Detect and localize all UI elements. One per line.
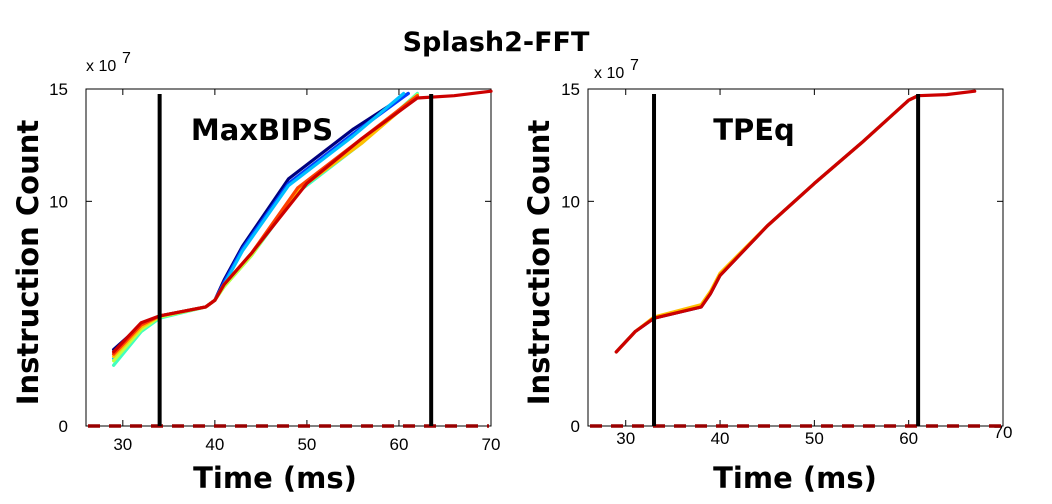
- series-line: [112, 89, 493, 354]
- y-tick-label: 15: [561, 80, 580, 99]
- axes-box: [85, 88, 492, 427]
- panel-maxbips: 0 10 15 30 40 50 60 70 x 10 7 MaxBIPS Time (ms) Inst…: [11, 50, 500, 495]
- x-tick-label: 70: [482, 435, 501, 454]
- chart-title: Splash2-FFT: [403, 27, 590, 58]
- panel-annotation: TPEq: [713, 113, 795, 147]
- x-tick-label: 50: [805, 429, 824, 448]
- y-multiplier-exponent: 7: [630, 57, 639, 74]
- y-tick-label: 10: [561, 192, 580, 211]
- x-tick-label: 60: [389, 435, 408, 454]
- panel-annotation: MaxBIPS: [191, 113, 333, 147]
- x-tick-label: 30: [616, 429, 635, 448]
- y-tick-label: 0: [571, 417, 580, 436]
- x-axis-label: Time (ms): [193, 461, 357, 495]
- y-multiplier: x 10: [86, 58, 116, 75]
- y-multiplier: x 10: [594, 65, 624, 82]
- x-tick-label: 40: [205, 435, 224, 454]
- axes-box: [587, 88, 1004, 427]
- y-tick-label: 0: [59, 417, 68, 436]
- x-tick-label: 30: [113, 435, 132, 454]
- x-tick-label: 60: [899, 429, 918, 448]
- y-tick-label: 15: [49, 80, 68, 99]
- x-tick-label: 40: [711, 429, 730, 448]
- y-axis-label: Instruction Count: [522, 120, 556, 406]
- x-tick-label: 50: [297, 435, 316, 454]
- x-axis-label: Time (ms): [713, 461, 877, 495]
- y-axis-label: Instruction Count: [11, 120, 45, 406]
- y-tick-label: 10: [49, 192, 68, 211]
- y-multiplier-exponent: 7: [122, 50, 131, 67]
